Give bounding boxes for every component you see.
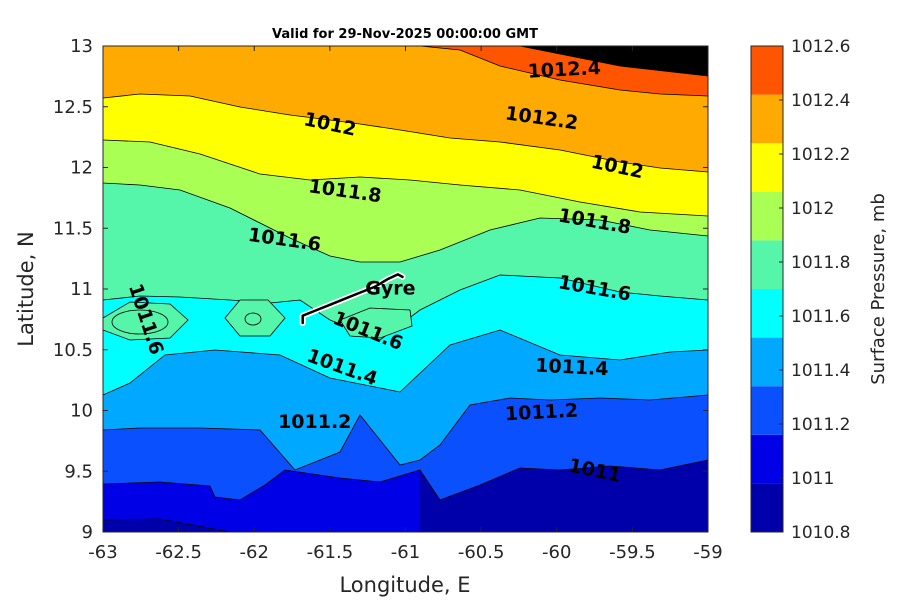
- contour-label-0: 1012.4: [527, 57, 601, 83]
- chart-title: Valid for 29-Nov-2025 00:00:00 GMT: [272, 27, 538, 42]
- colorbar-swatch-5: [751, 240, 783, 289]
- colorbar-swatch-4: [751, 289, 783, 338]
- contour-line-4: [103, 274, 708, 341]
- x-tick-label: -61.5: [307, 542, 354, 563]
- contour-line-8: [419, 46, 708, 97]
- contour-islands: [103, 299, 413, 341]
- contour-line-2: [103, 394, 708, 471]
- colorbar-swatch-2: [751, 386, 783, 435]
- contour-line-7: [103, 93, 708, 173]
- contour-line-5: [103, 182, 708, 263]
- colorbar-tick-label: 1012.4: [791, 91, 850, 111]
- colorbar-tick-label: 1011.8: [791, 253, 850, 273]
- y-tick-label: 11.5: [53, 218, 93, 239]
- x-axis-ticks: -63 -62.5 -62 -61.5 -61 -60.5 -60 -59.5 -59: [88, 46, 723, 563]
- colorbar-swatch-6: [751, 191, 783, 241]
- contour-line-3: [103, 329, 708, 396]
- island-core-0: [111, 309, 169, 335]
- y-axis-label: Latitude, N: [14, 231, 38, 347]
- colorbar-tick-label: 1011.4: [791, 361, 850, 381]
- colorbar-tick-label: 1011.6: [791, 307, 850, 327]
- colorbar-label: Surface Pressure, mb: [868, 193, 889, 385]
- colorbar-tick-label: 1010.8: [791, 523, 850, 543]
- x-axis-label: Longitude, E: [339, 573, 470, 597]
- x-tick-label: -61: [391, 542, 420, 563]
- colorbar-swatch-8: [751, 94, 783, 144]
- annotation-0: Gyre: [365, 278, 415, 300]
- contour-line-0: [103, 518, 420, 532]
- x-tick-label: -59: [693, 542, 722, 563]
- colorbar-tick-label: 1011.2: [791, 415, 850, 435]
- x-tick-label: -62.5: [155, 542, 202, 563]
- contour-bands: [103, 46, 708, 532]
- y-axis-ticks: 9 9.5 10 10.5 11 11.5 12 12.5 13: [53, 36, 708, 543]
- x-tick-label: -59.5: [609, 542, 656, 563]
- contour-label-13: 1011.2: [504, 400, 578, 426]
- colorbar-swatch-7: [751, 143, 783, 192]
- contour-label-12: 1011.2: [278, 411, 351, 433]
- y-tick-label: 9.5: [64, 461, 93, 482]
- track-layer: [299, 271, 406, 326]
- colorbar-swatch-0: [751, 483, 783, 532]
- y-tick-label: 10.5: [53, 340, 93, 361]
- x-tick-label: -62: [240, 542, 269, 563]
- track-line: [301, 273, 404, 325]
- band-10: [520, 46, 708, 76]
- y-tick-label: 11: [70, 279, 93, 300]
- y-tick-label: 9: [82, 522, 93, 543]
- colorbar-swatch-1: [751, 434, 783, 484]
- colorbar-tick-label: 1012: [791, 199, 834, 219]
- colorbar-frame: [750, 45, 784, 533]
- contour-line-6: [103, 139, 708, 217]
- y-tick-label: 12: [70, 158, 93, 179]
- colorbar-tick-label: 1012.2: [791, 145, 850, 165]
- island-core-1: [244, 312, 262, 326]
- x-tick-label: -60: [542, 542, 571, 563]
- contour-label-11: 1011.4: [535, 355, 609, 381]
- colorbar-swatch-3: [751, 337, 783, 387]
- island-2: [339, 307, 413, 339]
- colorbar-tick-label: 1011: [791, 469, 834, 489]
- colorbar: 1010.8 1011 1011.2 1011.4 1011.6 1011.8 1012 10…: [750, 37, 850, 543]
- y-tick-label: 10: [70, 401, 93, 422]
- colorbar-swatch-9: [751, 46, 783, 95]
- y-tick-label: 12.5: [53, 97, 93, 118]
- plot-area: 1012.41012.2101210121011.81011.81011.610…: [103, 46, 708, 532]
- colorbar-tick-label: 1012.6: [791, 37, 850, 57]
- contour-line-1: [103, 459, 708, 501]
- x-tick-label: -60.5: [458, 542, 505, 563]
- x-tick-label: -63: [88, 542, 117, 563]
- y-tick-label: 13: [70, 36, 93, 57]
- contour-line-9: [519, 46, 708, 77]
